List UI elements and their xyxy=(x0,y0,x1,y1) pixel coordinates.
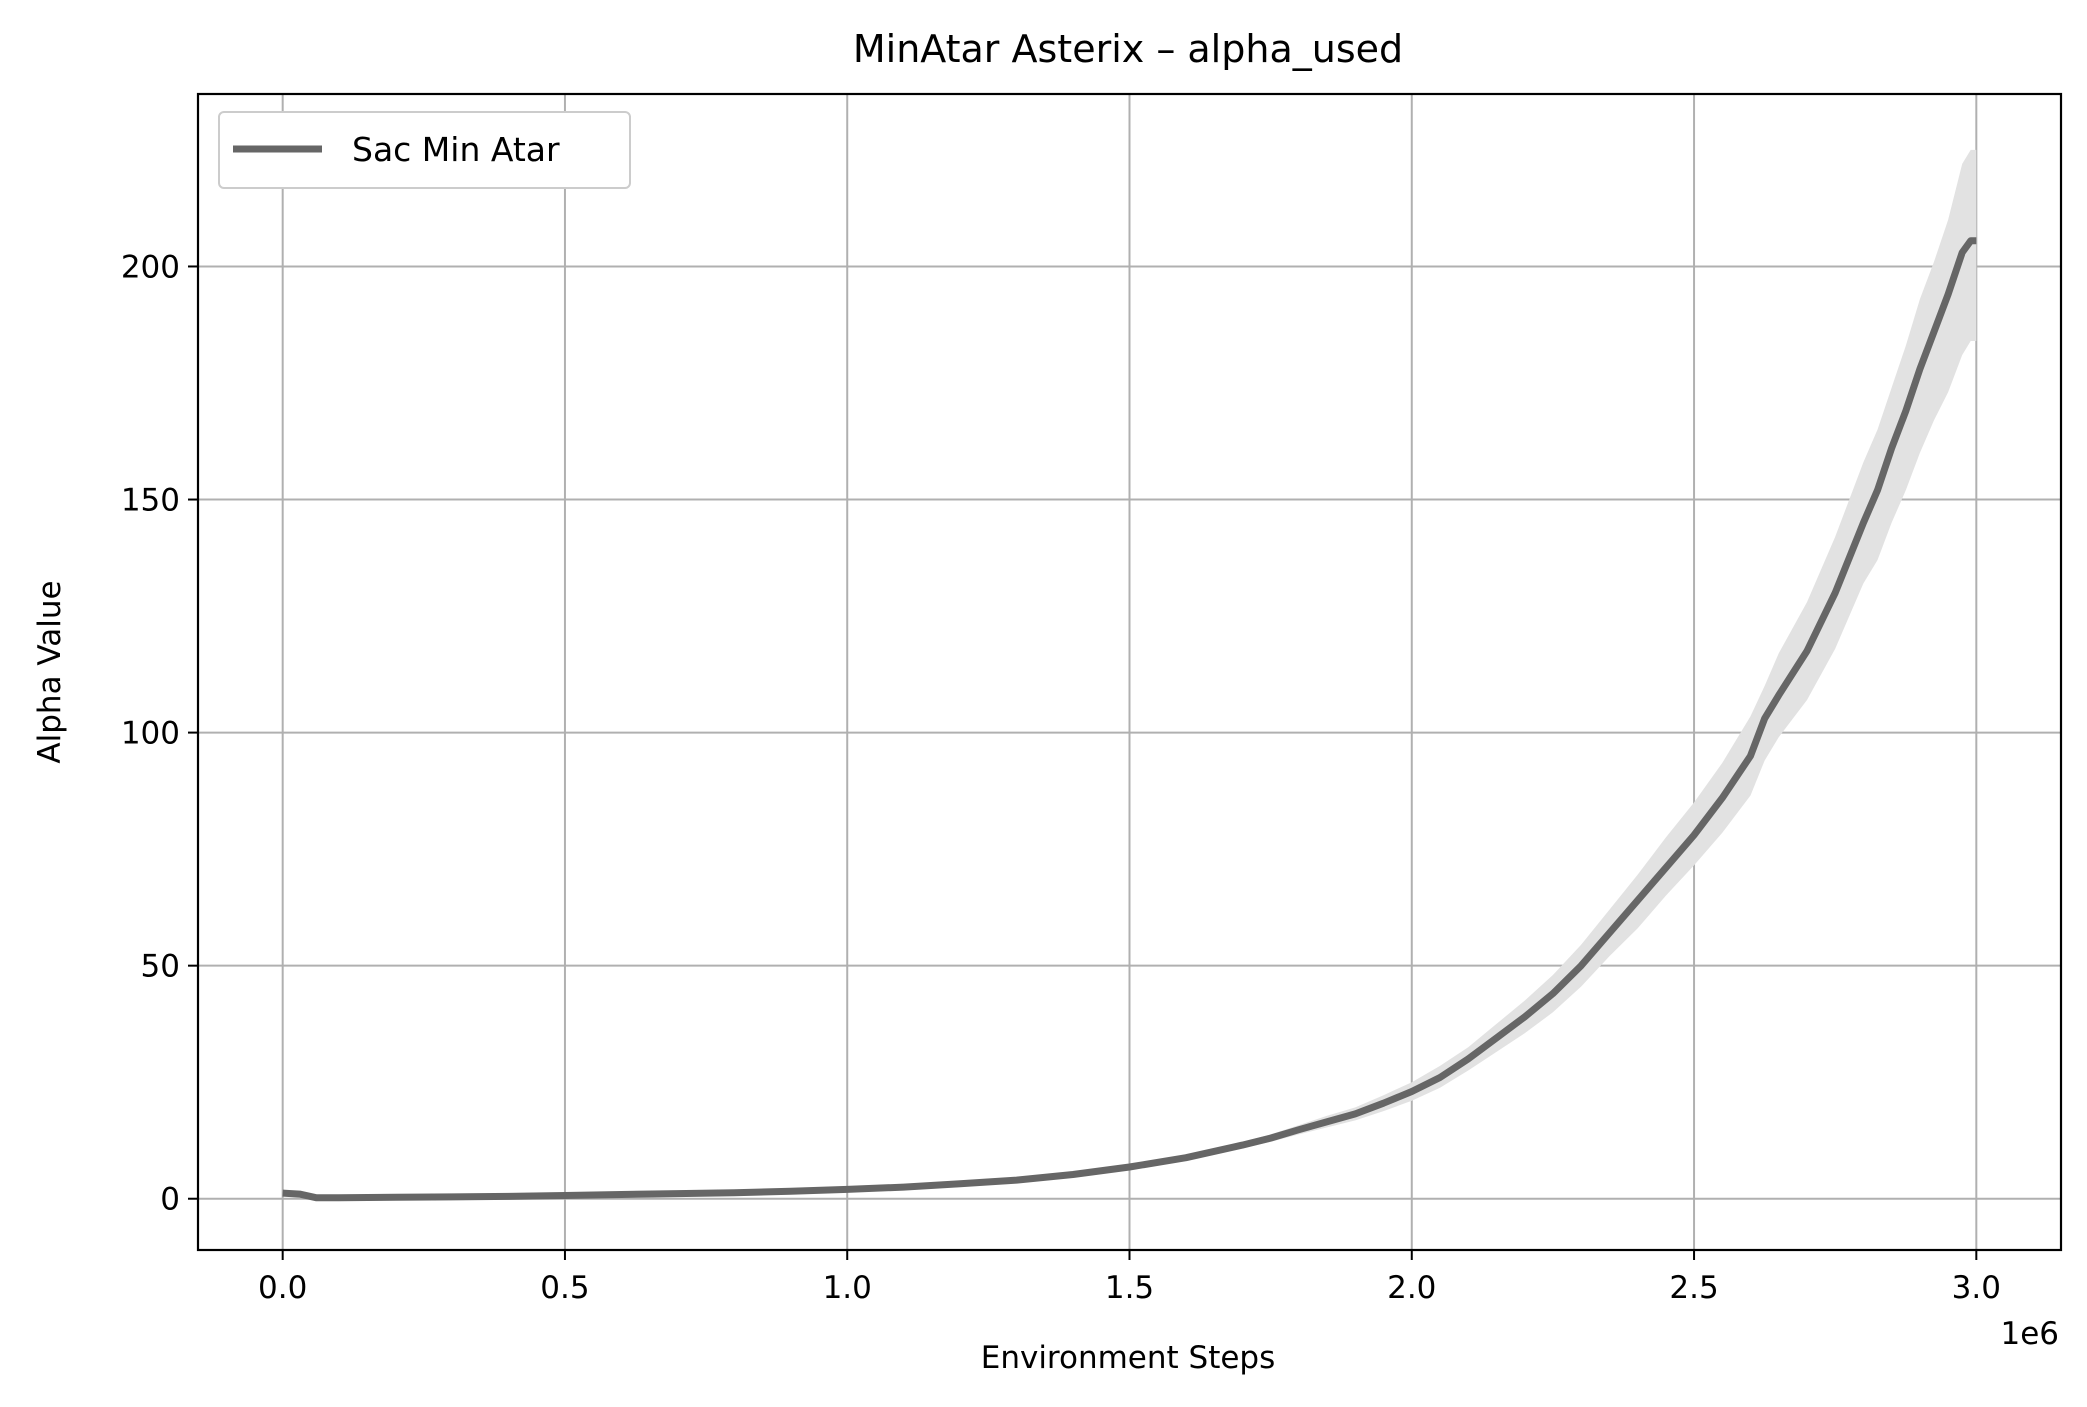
chart-title: MinAtar Asterix – alpha_used xyxy=(853,27,1403,71)
x-tick-label: 1.0 xyxy=(823,1270,872,1306)
y-tick-label: 50 xyxy=(141,949,180,985)
y-tick-label: 0 xyxy=(160,1182,180,1218)
x-tick-label: 2.5 xyxy=(1669,1270,1718,1306)
y-tick-label: 100 xyxy=(121,716,180,752)
y-axis-label: Alpha Value xyxy=(32,580,68,763)
legend: Sac Min Atar xyxy=(218,111,631,189)
x-tick-label: 1.5 xyxy=(1105,1270,1154,1306)
series-line-sac-min-atar xyxy=(282,237,1977,1202)
legend-box xyxy=(218,111,631,189)
y-tick-label: 150 xyxy=(121,483,180,519)
axis-ticks: 0.0 0.5 1.0 1.5 2.0 2.5 3.0 0 50 100 150 200 xyxy=(121,249,2001,1306)
legend-label: Sac Min Atar xyxy=(352,130,560,169)
x-tick-label: 0.5 xyxy=(540,1270,589,1306)
x-axis-label: Environment Steps xyxy=(981,1340,1276,1376)
x-tick-label: 3.0 xyxy=(1952,1270,2001,1306)
x-tick-label: 2.0 xyxy=(1387,1270,1436,1306)
x-axis-offset-label: 1e6 xyxy=(2000,1316,2059,1352)
x-tick-label: 0.0 xyxy=(258,1270,307,1306)
y-tick-label: 200 xyxy=(121,249,180,285)
series-line-group xyxy=(282,237,1977,1202)
